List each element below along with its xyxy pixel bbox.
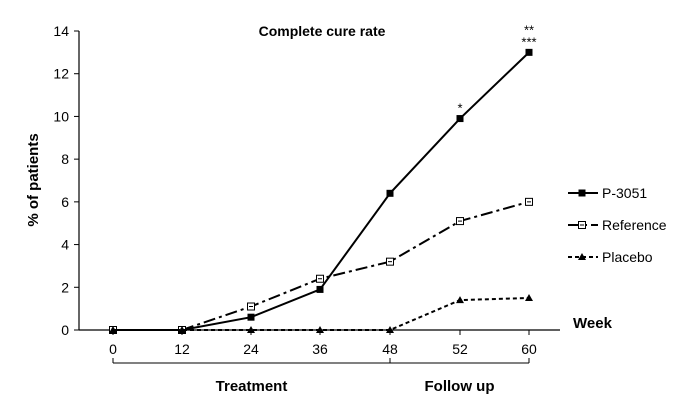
y-axis-label: % of patients <box>25 133 42 226</box>
x-axis-label: Week <box>573 315 613 332</box>
x-tick-label: 0 <box>109 341 117 357</box>
series-marker <box>316 326 324 333</box>
series-marker <box>386 189 394 197</box>
series-marker <box>247 313 255 321</box>
y-tick-label: 10 <box>53 108 69 124</box>
period-label: Follow up <box>425 378 495 395</box>
y-tick-label: 14 <box>53 23 69 39</box>
y-tick-label: 12 <box>53 66 69 82</box>
series-p-3051 <box>109 48 533 334</box>
significance-marker: * <box>457 101 462 116</box>
series-reference <box>109 197 533 334</box>
series-marker <box>386 326 394 333</box>
legend-entry: Placebo <box>602 249 653 265</box>
series-marker <box>316 285 324 293</box>
x-tick-label: 52 <box>452 341 468 357</box>
period-label: Treatment <box>216 378 288 395</box>
x-tick-label: 24 <box>243 341 259 357</box>
series-line <box>113 296 530 331</box>
series-marker <box>525 48 533 56</box>
significance-annotations: ****** <box>457 22 536 115</box>
series-marker <box>456 296 464 304</box>
series-marker <box>247 326 255 333</box>
legend-entry: P-3051 <box>602 185 647 201</box>
x-tick-label: 12 <box>174 341 190 357</box>
x-tick-label: 48 <box>382 341 398 357</box>
y-tick-label: 2 <box>61 279 69 295</box>
y-tick-label: 8 <box>61 151 69 167</box>
series-marker <box>578 253 586 260</box>
significance-marker: *** <box>521 34 536 49</box>
series-marker <box>525 293 533 301</box>
series-layer <box>109 48 533 334</box>
series-placebo <box>109 293 533 333</box>
x-tick-label: 60 <box>521 341 537 357</box>
legend: P-3051 Reference Placebo <box>568 185 667 265</box>
chart-title: Complete cure rate <box>259 23 386 39</box>
series-line <box>113 200 530 331</box>
y-tick-label: 4 <box>61 237 69 253</box>
y-tick-label: 6 <box>61 194 69 210</box>
series-marker <box>456 115 464 123</box>
y-tick-label: 0 <box>61 322 69 338</box>
series-marker <box>109 326 117 333</box>
significance-marker: ** <box>524 22 534 37</box>
x-tick-label: 36 <box>312 341 328 357</box>
legend-entry: Reference <box>602 217 667 233</box>
period-brackets: Treatment Follow up <box>112 358 530 395</box>
series-marker <box>578 189 586 197</box>
series-marker <box>178 326 186 333</box>
